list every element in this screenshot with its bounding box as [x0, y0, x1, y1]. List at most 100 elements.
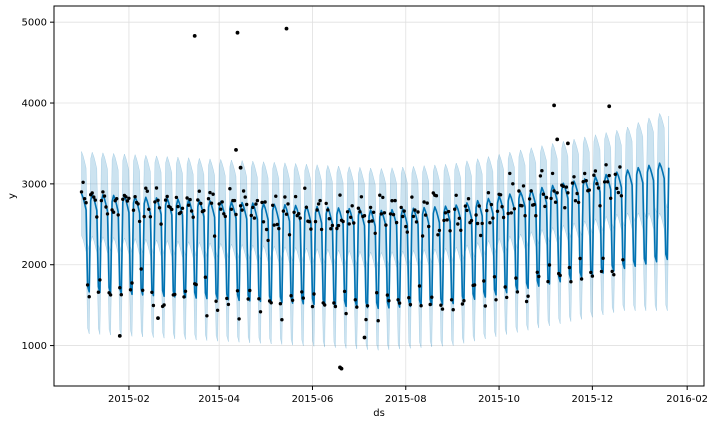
y-tick-label: 4000 [22, 99, 47, 110]
observed-point [249, 213, 253, 218]
y-tick-label: 5000 [22, 18, 47, 29]
observed-point [572, 175, 576, 179]
observed-point [199, 201, 203, 206]
observed-point [610, 269, 614, 274]
observed-point [579, 277, 584, 281]
observed-point [552, 189, 556, 193]
observed-point [410, 195, 414, 199]
observed-point [420, 234, 425, 238]
observed-point [336, 223, 341, 228]
observed-point [121, 197, 125, 201]
observed-point [240, 208, 244, 212]
observed-point [437, 228, 442, 233]
observed-point [442, 218, 446, 223]
y-tick-label: 2000 [22, 260, 47, 271]
observed-point [327, 217, 331, 221]
observed-point [84, 201, 88, 205]
observed-point [274, 194, 278, 198]
observed-point [316, 202, 321, 206]
observed-point [387, 299, 391, 303]
observed-point [358, 210, 362, 214]
observed-point [251, 205, 255, 210]
observed-point [219, 207, 223, 211]
observed-point [425, 201, 429, 205]
observed-point [495, 209, 500, 213]
y-tick-label: 3000 [22, 179, 47, 190]
observed-point [506, 211, 510, 216]
observed-point [197, 189, 201, 193]
observed-point [492, 275, 497, 279]
observed-point [414, 220, 419, 224]
observed-point [587, 188, 591, 192]
outlier-point [284, 26, 289, 31]
observed-point [558, 273, 562, 278]
observed-point [613, 172, 617, 176]
observed-point [607, 173, 611, 178]
observed-point [621, 258, 625, 262]
observed-point [505, 295, 509, 300]
observed-point [254, 202, 258, 206]
observed-point [535, 270, 539, 274]
observed-point [241, 189, 246, 193]
observed-point [202, 208, 206, 213]
observed-point [264, 227, 269, 232]
observed-point [472, 283, 477, 287]
observed-point [87, 295, 91, 299]
observed-point [209, 201, 214, 205]
observed-point [292, 210, 296, 214]
observed-point [439, 303, 443, 307]
observed-point [208, 190, 212, 195]
y-axis-ticks: 1000 2000 3000 4000 5000 [22, 18, 54, 352]
observed-point [567, 265, 572, 270]
observed-point [356, 206, 361, 210]
observed-point [323, 303, 327, 307]
observed-point [477, 204, 481, 208]
observed-point [384, 223, 388, 227]
observed-point [303, 186, 307, 190]
observed-point [211, 192, 215, 196]
observed-point [517, 189, 521, 193]
observed-point [229, 207, 234, 211]
observed-point [258, 310, 263, 314]
observed-point [364, 317, 368, 322]
observed-point [550, 171, 555, 176]
observed-point [353, 298, 357, 302]
observed-point [205, 314, 209, 318]
observed-point [578, 256, 582, 261]
observed-point [315, 208, 319, 212]
observed-point [154, 186, 159, 190]
observed-point [93, 198, 98, 202]
observed-point [127, 196, 131, 200]
observed-point [483, 304, 487, 308]
outlier-point [192, 34, 197, 38]
observed-point [101, 190, 105, 194]
observed-point [104, 205, 108, 209]
observed-point [180, 206, 185, 210]
observed-point [368, 205, 373, 210]
observed-point [592, 173, 596, 177]
observed-point [278, 302, 283, 306]
observed-point [604, 163, 608, 167]
observed-point [326, 208, 330, 212]
observed-point [313, 219, 318, 224]
outlier-point [555, 137, 560, 142]
observed-point [347, 222, 351, 226]
outlier-point [566, 141, 570, 146]
forecast-yhat-line [80, 162, 670, 310]
observed-point [583, 171, 587, 176]
observed-point [532, 202, 536, 207]
observed-point [215, 308, 220, 312]
observed-point [359, 195, 364, 199]
observed-point [281, 209, 286, 213]
observed-point [381, 195, 385, 200]
outlier-point [117, 334, 122, 338]
observed-point [408, 302, 413, 307]
observed-point [619, 194, 624, 198]
observed-point [365, 304, 370, 308]
y-axis-label: y [7, 193, 18, 199]
observed-point [309, 227, 313, 231]
observed-point [469, 218, 474, 223]
observed-point [515, 290, 520, 294]
x-tick-label: 2015-10 [478, 394, 520, 405]
observed-point [179, 210, 183, 214]
